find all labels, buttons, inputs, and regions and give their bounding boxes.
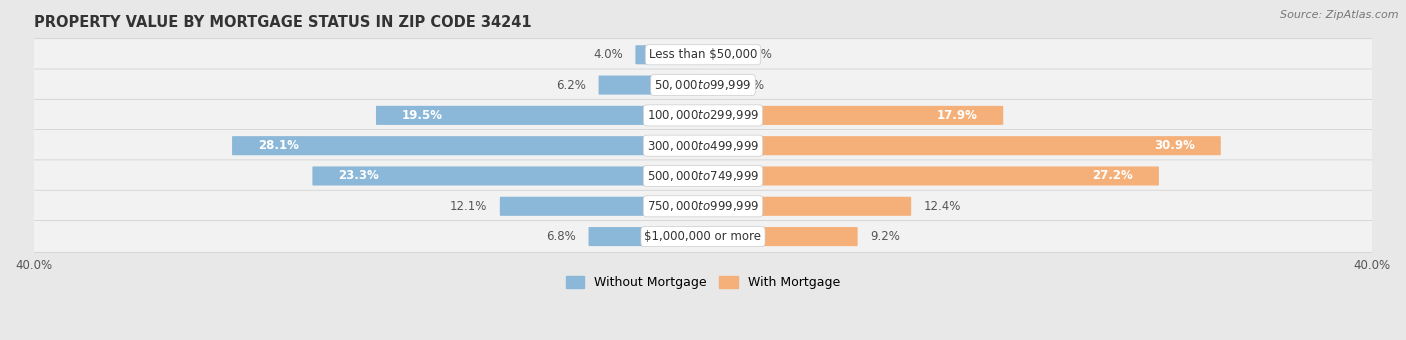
Text: 12.4%: 12.4% (924, 200, 962, 213)
FancyBboxPatch shape (24, 99, 1382, 132)
Text: Source: ZipAtlas.com: Source: ZipAtlas.com (1281, 10, 1399, 20)
FancyBboxPatch shape (24, 130, 1382, 162)
Text: Less than $50,000: Less than $50,000 (648, 48, 758, 61)
FancyBboxPatch shape (24, 190, 1382, 222)
FancyBboxPatch shape (599, 75, 703, 95)
Text: $300,000 to $499,999: $300,000 to $499,999 (647, 139, 759, 153)
Text: 30.9%: 30.9% (1154, 139, 1195, 152)
FancyBboxPatch shape (703, 45, 731, 64)
Text: 17.9%: 17.9% (936, 109, 977, 122)
FancyBboxPatch shape (636, 45, 703, 64)
Text: $1,000,000 or more: $1,000,000 or more (644, 230, 762, 243)
FancyBboxPatch shape (703, 136, 1220, 155)
FancyBboxPatch shape (24, 160, 1382, 192)
Text: 1.6%: 1.6% (744, 48, 773, 61)
Text: 28.1%: 28.1% (257, 139, 298, 152)
FancyBboxPatch shape (703, 227, 858, 246)
FancyBboxPatch shape (703, 75, 714, 95)
Text: 19.5%: 19.5% (402, 109, 443, 122)
FancyBboxPatch shape (703, 197, 911, 216)
FancyBboxPatch shape (232, 136, 703, 155)
Text: 9.2%: 9.2% (870, 230, 900, 243)
Text: $50,000 to $99,999: $50,000 to $99,999 (654, 78, 752, 92)
FancyBboxPatch shape (589, 227, 703, 246)
Text: PROPERTY VALUE BY MORTGAGE STATUS IN ZIP CODE 34241: PROPERTY VALUE BY MORTGAGE STATUS IN ZIP… (34, 15, 531, 30)
Legend: Without Mortgage, With Mortgage: Without Mortgage, With Mortgage (561, 271, 845, 294)
FancyBboxPatch shape (312, 167, 703, 186)
Text: 0.65%: 0.65% (727, 79, 765, 91)
Text: 12.1%: 12.1% (450, 200, 486, 213)
Text: 23.3%: 23.3% (339, 169, 378, 183)
Text: 4.0%: 4.0% (593, 48, 623, 61)
Text: 27.2%: 27.2% (1092, 169, 1133, 183)
Text: $500,000 to $749,999: $500,000 to $749,999 (647, 169, 759, 183)
Text: 6.2%: 6.2% (555, 79, 586, 91)
Text: 6.8%: 6.8% (546, 230, 576, 243)
FancyBboxPatch shape (499, 197, 703, 216)
FancyBboxPatch shape (703, 106, 1004, 125)
FancyBboxPatch shape (24, 39, 1382, 71)
Text: $100,000 to $299,999: $100,000 to $299,999 (647, 108, 759, 122)
FancyBboxPatch shape (24, 69, 1382, 101)
FancyBboxPatch shape (375, 106, 703, 125)
Text: $750,000 to $999,999: $750,000 to $999,999 (647, 199, 759, 213)
FancyBboxPatch shape (703, 167, 1159, 186)
FancyBboxPatch shape (24, 221, 1382, 253)
